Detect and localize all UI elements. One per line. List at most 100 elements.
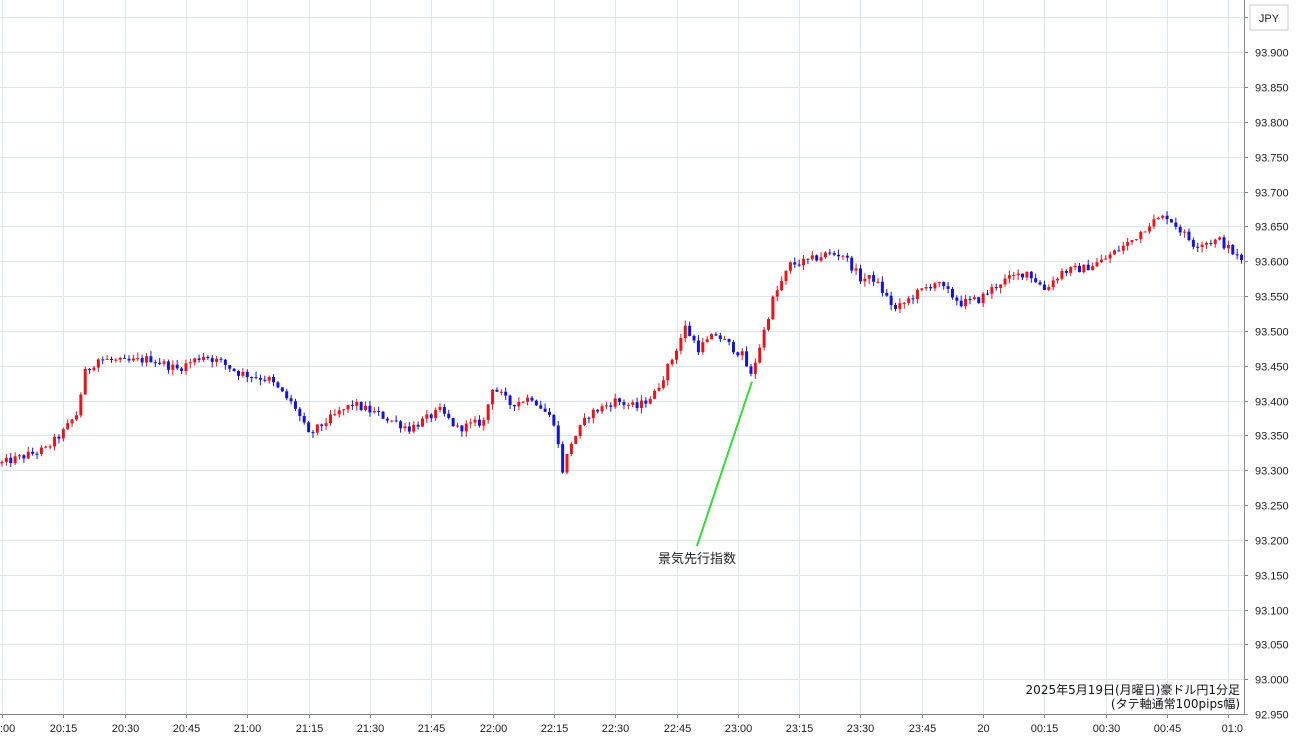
candle-body xyxy=(381,411,385,419)
price-tick-label: 93.050 xyxy=(1255,640,1289,652)
candle-body xyxy=(324,423,328,426)
candle-body xyxy=(688,325,692,336)
candle xyxy=(429,413,433,422)
candle-body xyxy=(1231,245,1235,255)
candle xyxy=(473,416,477,427)
candle xyxy=(4,453,8,466)
candle xyxy=(79,392,83,418)
candle-body xyxy=(710,334,714,340)
candle xyxy=(88,368,92,374)
grid-lines xyxy=(0,0,1244,715)
price-tick-label: 93.600 xyxy=(1255,257,1289,269)
candle xyxy=(1174,217,1178,230)
candle-body xyxy=(832,253,836,255)
candle xyxy=(412,421,416,434)
candle-body xyxy=(223,359,227,366)
candle xyxy=(377,406,381,416)
candle xyxy=(1178,224,1182,236)
candle xyxy=(1108,251,1112,264)
candle-body xyxy=(885,292,889,296)
candle xyxy=(867,275,871,285)
time-tick-label: 23:45 xyxy=(909,723,937,735)
candle-body xyxy=(968,298,972,300)
candle xyxy=(1047,284,1051,292)
candle xyxy=(110,356,113,363)
candle-body xyxy=(920,288,924,290)
candle-body xyxy=(753,362,757,374)
candle xyxy=(22,454,26,463)
candle xyxy=(986,289,989,296)
candle-body xyxy=(1012,274,1016,276)
candle xyxy=(447,409,451,420)
candle-body xyxy=(902,302,906,304)
candle xyxy=(342,408,346,416)
candle xyxy=(206,355,210,360)
candle-body xyxy=(898,303,902,309)
candle-body xyxy=(723,338,727,340)
price-tick-label: 93.250 xyxy=(1255,501,1289,513)
candle xyxy=(44,445,48,449)
candle-body xyxy=(311,432,315,434)
candle-body xyxy=(280,387,284,392)
candle-body xyxy=(845,255,849,258)
candle xyxy=(1165,211,1169,225)
candle xyxy=(276,380,280,389)
candle xyxy=(832,250,836,257)
candle-body xyxy=(355,401,359,406)
candle xyxy=(1003,274,1007,287)
candle-body xyxy=(412,424,416,432)
time-tick-label: 23:00 xyxy=(725,723,753,735)
candle-body xyxy=(534,400,538,406)
candle xyxy=(1007,270,1011,284)
candle-body xyxy=(1073,265,1077,268)
candle-body xyxy=(972,297,976,299)
candle-body xyxy=(889,295,893,306)
price-tick-label: 93.150 xyxy=(1255,571,1289,583)
candle-body xyxy=(867,275,871,279)
candle xyxy=(118,356,122,363)
candle xyxy=(491,388,495,410)
candle xyxy=(815,254,819,262)
candle xyxy=(587,416,591,424)
candle-body xyxy=(1016,273,1020,275)
candle-body xyxy=(131,358,135,361)
candle xyxy=(609,402,613,412)
candle xyxy=(657,383,661,392)
candle xyxy=(1016,269,1020,280)
candle xyxy=(346,404,350,413)
candle xyxy=(946,281,950,294)
candle xyxy=(999,284,1003,294)
candle xyxy=(679,333,683,355)
candle xyxy=(780,276,784,292)
candle-body xyxy=(180,368,184,372)
candle-body xyxy=(1191,240,1195,247)
candle xyxy=(977,296,981,304)
candle-body xyxy=(911,298,915,300)
candle xyxy=(758,344,762,364)
annotation-line xyxy=(696,381,753,547)
candle xyxy=(1130,239,1134,246)
price-tick-label: 93.750 xyxy=(1255,153,1289,165)
candle-body xyxy=(350,404,354,406)
candle-body xyxy=(1169,219,1173,223)
candle xyxy=(504,387,508,400)
candle-body xyxy=(596,409,600,412)
candle xyxy=(329,410,332,426)
candle-body xyxy=(162,361,166,364)
candle-body xyxy=(232,368,236,371)
candle-body xyxy=(337,410,341,415)
candle xyxy=(858,264,862,284)
candle-body xyxy=(736,352,740,356)
candle-body xyxy=(1134,239,1138,241)
candle-body xyxy=(57,436,61,439)
candle xyxy=(583,413,587,427)
candle xyxy=(105,355,109,360)
candle-body xyxy=(285,391,289,399)
candle xyxy=(285,388,289,401)
candle xyxy=(1021,273,1025,281)
candle-body xyxy=(486,404,490,421)
price-tick-label: 93.350 xyxy=(1255,431,1289,443)
candle xyxy=(1187,228,1191,242)
